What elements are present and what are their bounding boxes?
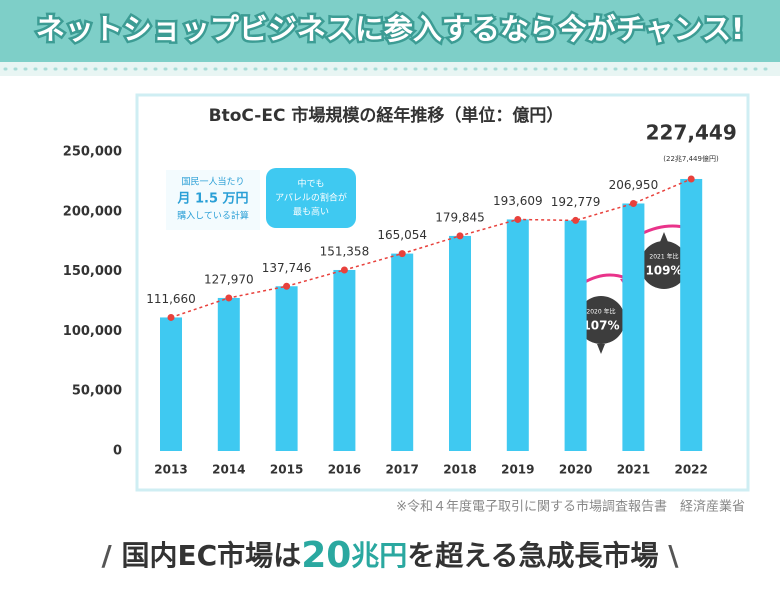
growth-bubble-tail: [597, 344, 605, 354]
value-label: 137,746: [262, 261, 312, 275]
annotation-text: 最も高い: [293, 206, 329, 218]
bar: [449, 235, 471, 451]
y-tick-label: 250,000: [63, 145, 122, 160]
x-tick-label: 2020: [559, 463, 592, 477]
y-tick-label: 0: [113, 444, 122, 459]
bar: [217, 297, 240, 451]
x-tick-label: 2019: [501, 463, 534, 477]
trend-point: [398, 250, 406, 258]
growth-bubble: [577, 296, 625, 344]
headline-text: 国内EC市場は: [122, 539, 302, 572]
trend-point: [167, 313, 175, 321]
annotation-text: アパレルの割合が: [275, 192, 347, 204]
x-tick-label: 2013: [154, 463, 187, 477]
x-tick-label: 2022: [674, 463, 707, 477]
bar: [391, 253, 414, 451]
annotation-text: 月 1.5 万円: [176, 192, 248, 207]
trend-point: [340, 266, 348, 274]
value-label: 193,609: [493, 194, 543, 208]
x-tick-label: 2015: [270, 463, 303, 477]
annotation-text: 中でも: [297, 178, 324, 190]
annotation-box: [266, 168, 356, 228]
bar: [622, 203, 645, 451]
headline-text: を超える急成長市場: [407, 539, 658, 572]
chart-title: BtoC-EC 市場規模の経年推移（単位：億円）: [209, 105, 564, 126]
trend-point: [283, 282, 291, 290]
growth-bubble: [640, 241, 688, 289]
growth-base: 2021 年比: [649, 253, 678, 261]
value-label: 165,054: [377, 228, 427, 242]
banner-title: ネットショップビジネスに参入するなら今がチャンス!: [36, 12, 744, 46]
growth-bubble-tail: [660, 232, 668, 242]
x-tick-label: 2017: [385, 463, 418, 477]
annotation-text: 国民一人当たり: [181, 176, 244, 188]
y-tick-label: 100,000: [63, 324, 122, 339]
trend-point: [456, 232, 464, 240]
trend-point: [514, 215, 522, 223]
y-tick-label: 50,000: [72, 384, 122, 399]
bar: [160, 317, 182, 451]
value-label: 206,950: [609, 178, 659, 192]
growth-base: 2020 年比: [586, 308, 615, 316]
annotation-box: [166, 170, 260, 230]
trend-point: [687, 175, 695, 183]
x-tick-label: 2018: [443, 463, 476, 477]
value-label: 192,779: [551, 195, 601, 209]
bar: [680, 178, 703, 451]
total-note: (22兆7,449億円): [663, 154, 719, 163]
value-label: 111,660: [146, 292, 196, 306]
trend-point: [225, 294, 233, 302]
bar: [506, 219, 529, 451]
trend-point: [572, 216, 580, 224]
bar: [275, 286, 298, 451]
annotation-text: 購入している計算: [177, 210, 249, 222]
value-label: 227,449: [646, 120, 737, 144]
growth-rate: 107%: [582, 319, 619, 333]
growth-rate: 109%: [645, 264, 682, 278]
y-tick-label: 150,000: [63, 264, 122, 279]
x-tick-label: 2016: [328, 463, 361, 477]
value-label: 151,358: [320, 244, 370, 258]
trend-point: [629, 199, 637, 207]
bar: [564, 220, 587, 451]
headline-unit: 兆円: [351, 539, 407, 572]
x-tick-label: 2014: [212, 463, 245, 477]
source-note: ※令和４年度電子取引に関する市場調査報告書 経済産業省: [396, 499, 745, 515]
x-tick-label: 2021: [617, 463, 650, 477]
banner: [0, 0, 780, 62]
bar: [333, 269, 356, 451]
value-label: 179,845: [435, 210, 485, 224]
trend-line: [170, 178, 692, 319]
headline: / 国内EC市場は20兆円を超える急成長市場 \: [102, 535, 680, 576]
y-tick-label: 200,000: [63, 204, 122, 219]
banner-band: [0, 62, 780, 76]
value-label: 127,970: [204, 272, 254, 286]
headline-number: 20: [301, 535, 351, 576]
